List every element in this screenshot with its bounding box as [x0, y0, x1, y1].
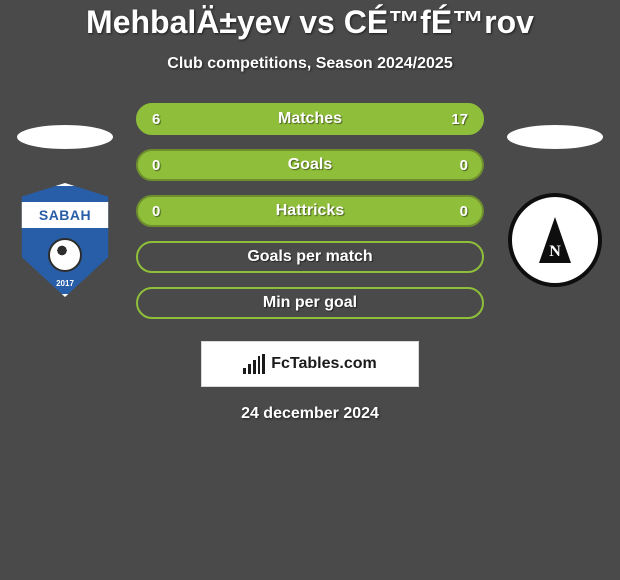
date-text: 24 december 2024	[241, 405, 379, 423]
stat-bar: Min per goal	[136, 287, 484, 319]
stat-label: Matches	[278, 110, 342, 128]
football-icon	[48, 238, 82, 272]
page-title: MehbalÄ±yev vs CÉ™fÉ™rov	[0, 4, 620, 41]
oil-tower-icon: N	[538, 217, 572, 263]
brand-text: FcTables.com	[271, 355, 377, 373]
stat-bar: 0 Goals 0	[136, 149, 484, 181]
stat-left-value: 6	[152, 111, 160, 128]
left-club-block: SABAH 2017	[0, 125, 130, 295]
sabah-band-text: SABAH	[20, 202, 110, 228]
stat-right-value: 17	[451, 111, 468, 128]
stat-bar: 6 Matches 17	[136, 103, 484, 135]
stat-right-value: 0	[460, 157, 468, 174]
stat-bar: 0 Hattricks 0	[136, 195, 484, 227]
brand-chart-icon	[243, 354, 265, 374]
stat-label: Goals per match	[247, 248, 372, 266]
right-club-badge: N	[507, 185, 603, 295]
stat-left-value: 0	[152, 157, 160, 174]
right-club-block: N	[490, 125, 620, 295]
brand-box: FcTables.com	[201, 341, 419, 387]
badge-letter: N	[549, 243, 561, 261]
oil-tower-badge-icon: N	[508, 193, 602, 287]
sabah-shield-icon: SABAH 2017	[17, 183, 113, 297]
stat-bar: Goals per match	[136, 241, 484, 273]
sabah-year-text: 2017	[56, 279, 74, 288]
footer-area: FcTables.com 24 december 2024	[0, 341, 620, 423]
stat-label: Goals	[288, 156, 332, 174]
stat-label: Min per goal	[263, 294, 357, 312]
comparison-card: MehbalÄ±yev vs CÉ™fÉ™rov Club competitio…	[0, 0, 620, 580]
left-flag-oval	[17, 125, 113, 149]
right-flag-oval	[507, 125, 603, 149]
stat-label: Hattricks	[276, 202, 344, 220]
page-subtitle: Club competitions, Season 2024/2025	[0, 55, 620, 73]
stat-right-value: 0	[460, 203, 468, 220]
stat-left-value: 0	[152, 203, 160, 220]
left-club-badge: SABAH 2017	[17, 185, 113, 295]
